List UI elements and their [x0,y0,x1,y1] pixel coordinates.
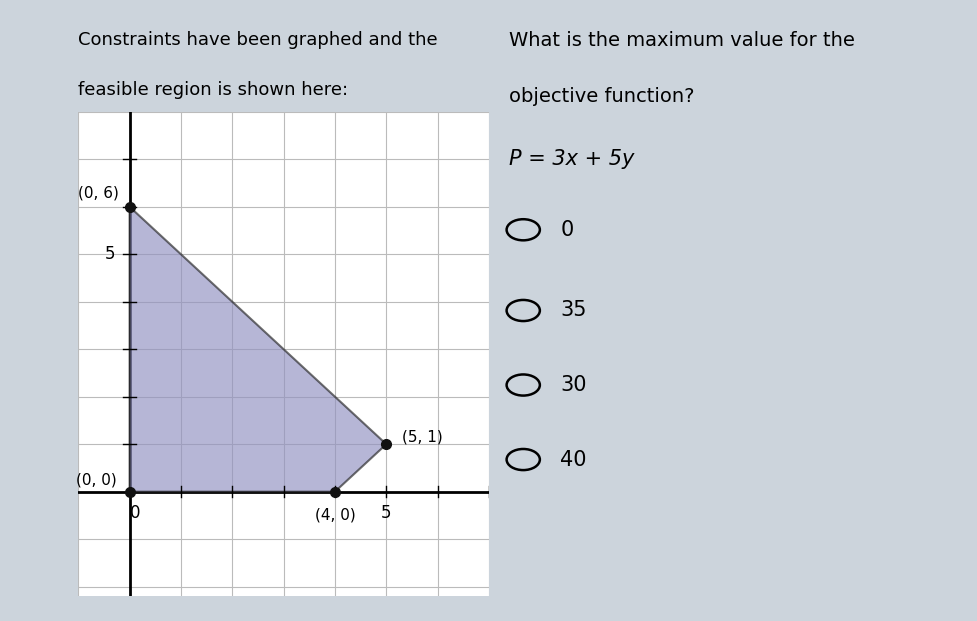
Text: (4, 0): (4, 0) [315,508,355,523]
Polygon shape [129,207,386,492]
Text: What is the maximum value for the: What is the maximum value for the [508,31,854,50]
Text: 5: 5 [381,504,391,522]
Text: 0: 0 [560,220,573,240]
Text: (0, 6): (0, 6) [78,185,119,200]
Text: Constraints have been graphed and the: Constraints have been graphed and the [78,31,438,49]
Text: 40: 40 [560,450,586,469]
Text: (0, 0): (0, 0) [76,473,116,487]
Text: objective function?: objective function? [508,87,694,106]
Text: feasible region is shown here:: feasible region is shown here: [78,81,348,99]
Text: 0: 0 [129,504,140,522]
Text: 35: 35 [560,301,586,320]
Text: 5: 5 [105,245,115,263]
Text: 30: 30 [560,375,586,395]
Text: P = 3x + 5y: P = 3x + 5y [508,149,633,169]
Text: (5, 1): (5, 1) [402,430,443,445]
